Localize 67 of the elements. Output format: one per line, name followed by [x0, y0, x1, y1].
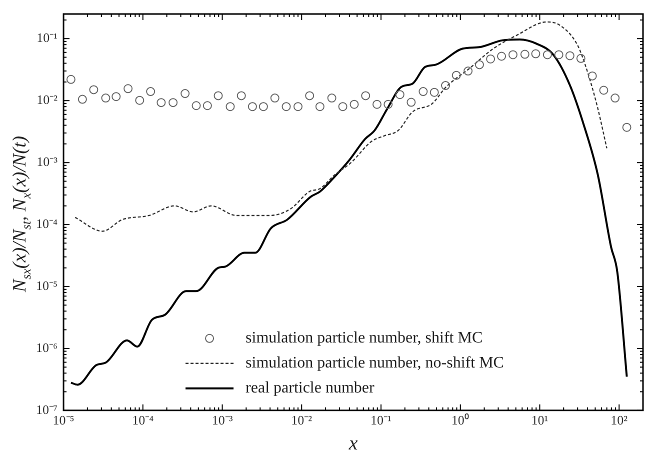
point [610, 94, 620, 103]
point [474, 60, 484, 70]
point [508, 50, 518, 60]
point [248, 102, 257, 112]
point [135, 96, 144, 105]
x-tick-label: 10¹ [531, 412, 548, 428]
point [89, 85, 98, 94]
point [226, 102, 235, 112]
point [441, 81, 450, 90]
x-tick-label: 10² [610, 412, 628, 428]
y-tick-label: 10⁻⁴ [36, 216, 58, 231]
point [520, 50, 530, 59]
point [214, 91, 223, 100]
point [384, 100, 393, 109]
point [282, 102, 291, 112]
x-tick-label: 10⁻² [291, 412, 312, 428]
y-tick-label: 10⁻¹ [36, 30, 58, 46]
point [327, 94, 336, 103]
x-tick-label: 10⁻¹ [370, 412, 392, 428]
point [350, 100, 359, 109]
point [236, 91, 246, 100]
point [146, 87, 156, 96]
point [486, 54, 496, 64]
point [180, 89, 190, 98]
y-tick-label: 10⁻⁵ [36, 278, 58, 293]
point [361, 91, 370, 100]
point [406, 98, 416, 107]
point [338, 102, 348, 112]
y-tick-label: 10⁻² [36, 92, 58, 108]
point [78, 94, 87, 104]
legend-label: simulation particle number, no-shift MC [246, 354, 504, 372]
point [430, 88, 439, 97]
point [452, 70, 461, 80]
point [576, 54, 586, 63]
point [258, 102, 268, 112]
point [270, 94, 280, 103]
x-axis-title: x [348, 432, 358, 454]
legend-label: real particle number [246, 380, 376, 397]
point [202, 101, 212, 110]
point [112, 92, 121, 102]
point [599, 86, 608, 95]
point [124, 84, 133, 94]
point [168, 98, 178, 108]
y-tick-label: 10⁻⁶ [36, 340, 58, 355]
point [101, 94, 110, 103]
point [418, 87, 428, 96]
point [464, 66, 473, 76]
point [395, 90, 404, 100]
point [294, 102, 303, 112]
point [565, 51, 574, 60]
point [372, 100, 382, 109]
point [554, 50, 564, 60]
point [497, 52, 506, 61]
point [305, 91, 314, 100]
point [588, 71, 597, 80]
point [156, 98, 166, 108]
point [622, 122, 632, 132]
x-tick-label: 10⁻³ [212, 412, 233, 428]
legend-label: simulation particle number, shift MC [246, 330, 483, 347]
y-tick-label: 10⁻³ [36, 154, 58, 169]
point [66, 74, 76, 84]
x-tick-label: 10⁰ [451, 412, 470, 428]
x-tick-label: 10⁻⁴ [132, 412, 154, 428]
point [315, 102, 324, 112]
point [542, 50, 552, 60]
point [192, 101, 201, 110]
point [531, 49, 540, 58]
